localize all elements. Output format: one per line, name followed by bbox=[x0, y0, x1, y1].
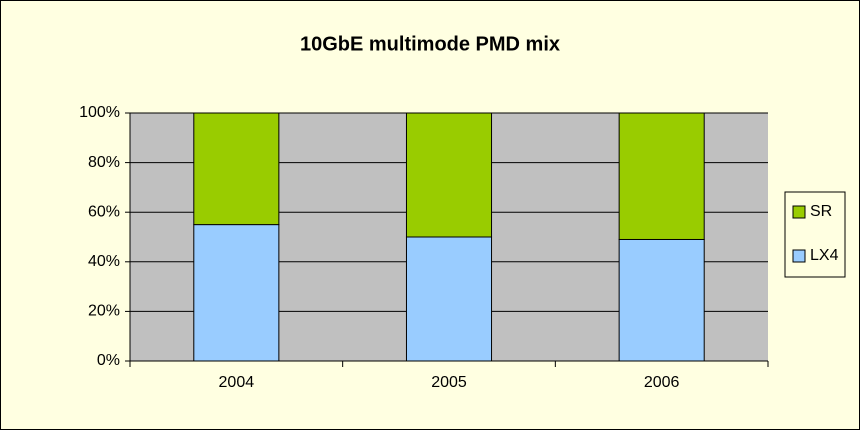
legend-box bbox=[784, 191, 846, 278]
bar-segment bbox=[193, 224, 280, 362]
y-tick-label: 100% bbox=[79, 104, 120, 121]
legend-label: LX4 bbox=[810, 247, 839, 264]
y-tick-label: 0% bbox=[97, 352, 120, 369]
bar-segment bbox=[405, 112, 493, 238]
legend-swatch bbox=[792, 249, 806, 263]
chart-title: 10GbE multimode PMD mix bbox=[300, 33, 560, 55]
x-tick-label: 2006 bbox=[644, 374, 680, 391]
x-tick-label: 2005 bbox=[431, 374, 467, 391]
bar-segment bbox=[618, 238, 705, 362]
y-tick-label: 20% bbox=[88, 303, 120, 320]
y-tick-label: 60% bbox=[88, 203, 120, 220]
y-tick-label: 80% bbox=[88, 154, 120, 171]
x-tick-label: 2004 bbox=[219, 374, 255, 391]
bar-segment bbox=[618, 112, 705, 240]
legend-label: SR bbox=[810, 203, 832, 220]
legend-swatch bbox=[792, 205, 806, 219]
bar-segment bbox=[193, 112, 280, 226]
y-tick-label: 40% bbox=[88, 253, 120, 270]
bar-segment bbox=[405, 236, 493, 362]
